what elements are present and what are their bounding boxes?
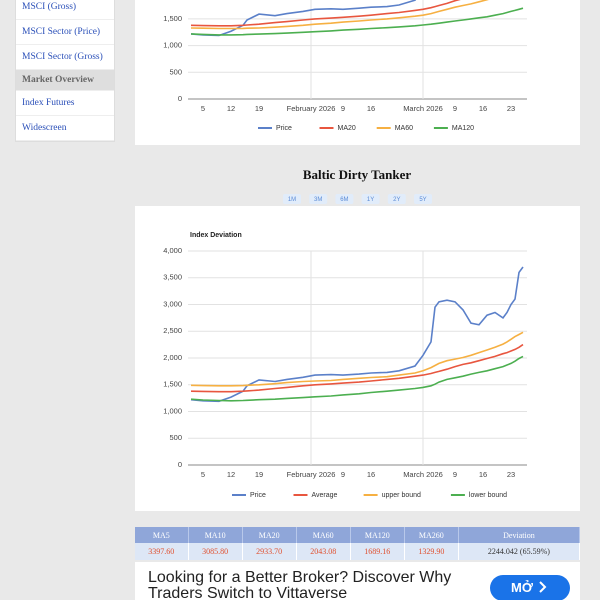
legend-label: Average (312, 492, 338, 499)
ma-table: MA5 MA10 MA20 MA60 MA120 MA260 Deviation 3397.6… (135, 527, 581, 560)
x-tick-label: 23 (507, 470, 515, 479)
table-cell: 1689.16 (350, 543, 405, 560)
chart-title: Index Deviation (190, 232, 242, 239)
x-tick-label: 9 (341, 104, 345, 113)
x-tick-label: 5 (201, 104, 205, 113)
table-header-cell: MA60 (296, 527, 351, 543)
series-line (190, 0, 461, 27)
y-tick-label: 3,500 (163, 273, 182, 282)
y-tick-label: 1,500 (163, 380, 182, 389)
table-header-cell: MA260 (404, 527, 459, 543)
x-tick-label: February 2026 (287, 104, 336, 113)
y-tick-label: 0 (178, 94, 182, 103)
x-tick-label: 12 (227, 470, 235, 479)
table-header-cell: MA5 (135, 527, 189, 543)
ad-banner[interactable]: Looking for a Better Broker? Discover Wh… (135, 562, 580, 600)
x-tick-label: 5 (201, 470, 205, 479)
legend-label: Price (276, 125, 292, 132)
x-tick-label: 16 (367, 470, 375, 479)
y-tick-label: 1,500 (163, 14, 182, 23)
range-button-label: 1Y (367, 197, 374, 203)
x-tick-label: 12 (227, 104, 235, 113)
x-tick-label: March 2026 (403, 470, 443, 479)
series-line (190, 0, 489, 30)
table-header-cell: MA20 (242, 527, 297, 543)
y-tick-label: 4,000 (163, 246, 182, 255)
y-tick-label: 2,000 (163, 353, 182, 362)
x-tick-label: 16 (479, 104, 487, 113)
section-title: Baltic Dirty Tanker (303, 167, 412, 182)
x-tick-label: 23 (507, 104, 515, 113)
x-tick-label: March 2026 (403, 104, 443, 113)
x-tick-label: 19 (255, 470, 263, 479)
sidebar-item[interactable]: Widescreen (16, 116, 114, 141)
range-button (414, 194, 432, 204)
x-tick-label: February 2026 (287, 470, 336, 479)
x-tick-label: 9 (453, 104, 457, 113)
legend-label: MA60 (395, 125, 413, 132)
sidebar-item: Market Overview (16, 70, 114, 91)
sidebar-item[interactable]: MSCI Sector (Gross) (16, 45, 114, 70)
x-tick-label: 9 (341, 470, 345, 479)
sidebar-item[interactable]: MSCI Sector (Price) (16, 20, 114, 45)
range-button (335, 194, 354, 204)
ad-button-label[interactable]: MỞ (511, 580, 533, 595)
table-row: 3397.60 3085.80 2933.70 2043.08 1689.16 1329.… (135, 543, 581, 560)
y-tick-label: 3,000 (163, 299, 182, 308)
chevron (539, 581, 547, 593)
table-cell: 2043.08 (296, 543, 351, 560)
range-button-label: 3M (314, 197, 322, 203)
series-line (190, 343, 524, 393)
table-cell: 2933.70 (242, 543, 297, 560)
sidebar-item[interactable]: Index Futures (16, 91, 114, 116)
series-line (190, 7, 524, 36)
series-line (190, 355, 524, 402)
y-tick-label: 1,000 (163, 406, 182, 415)
y-tick-label: 2,500 (163, 326, 182, 335)
table-cell: 2244.042 (65.59%) (458, 543, 581, 560)
legend-label: MA20 (338, 125, 356, 132)
legend-label: lower bound (469, 492, 507, 499)
y-tick-label: 500 (169, 433, 182, 442)
range-button (309, 194, 328, 204)
table-cell: 1329.90 (404, 543, 459, 560)
table-header-cell: MA10 (188, 527, 243, 543)
range-button (283, 194, 301, 204)
table-cell: 3085.80 (188, 543, 243, 560)
table-header: MA5 MA10 MA20 MA60 MA120 MA260 Deviation (135, 527, 581, 543)
range-button (387, 194, 406, 204)
table-header-cell: MA120 (350, 527, 405, 543)
legend-label: upper bound (382, 492, 421, 499)
range-button-label: 1M (288, 197, 296, 203)
legend-label: Price (250, 492, 266, 499)
range-button (361, 194, 380, 204)
y-tick-label: 500 (169, 67, 182, 76)
ad-button[interactable]: MỞ (490, 575, 570, 600)
series-line (190, 0, 417, 37)
x-tick-label: 9 (453, 470, 457, 479)
legend-label: MA120 (452, 125, 474, 132)
x-tick-label: 16 (367, 104, 375, 113)
sidebar-item[interactable]: MSCI (Gross) (16, 0, 114, 20)
table-cell: 3397.60 (135, 543, 189, 560)
x-tick-label: 16 (479, 470, 487, 479)
table-header-cell: Deviation (458, 527, 581, 543)
y-tick-label: 0 (178, 460, 182, 469)
x-tick-label: 19 (255, 104, 263, 113)
range-button-label: 5Y (419, 197, 426, 203)
sidebar: MSCI (Gross) MSCI Sector (Price) MSCI Sect… (15, 0, 115, 142)
range-button-label: 6M (340, 197, 348, 203)
range-button-label: 2Y (393, 197, 400, 203)
series-line (190, 266, 524, 403)
y-tick-label: 1,000 (163, 41, 182, 50)
series-line (190, 331, 524, 387)
ad-text[interactable]: Looking for a Better Broker? Discover Wh… (148, 569, 452, 600)
